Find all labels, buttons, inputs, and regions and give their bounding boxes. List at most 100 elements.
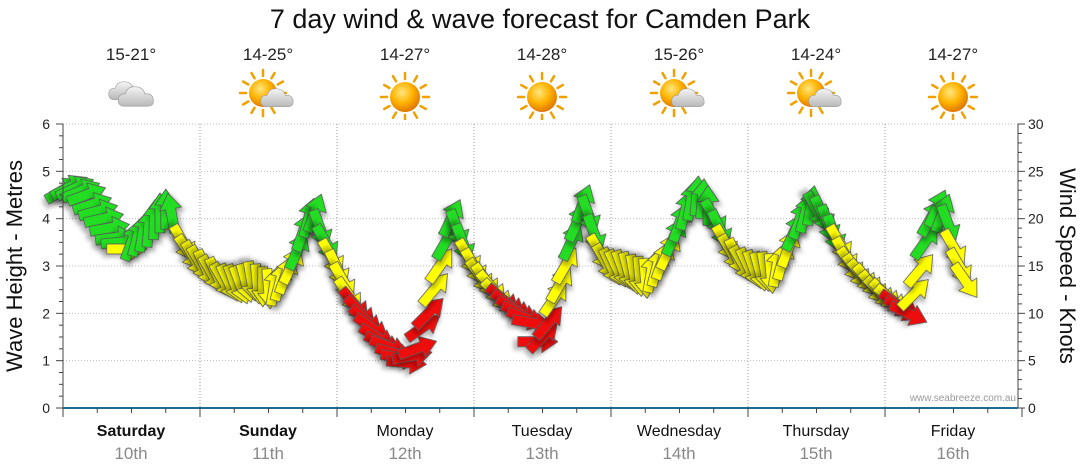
sun-cloud-icon: [238, 68, 294, 118]
wind-arrows: [43, 174, 978, 375]
sun-disc: [527, 82, 557, 112]
sun-ray: [556, 83, 565, 90]
sun-ray: [382, 83, 391, 90]
sun-ray: [250, 71, 256, 80]
temperature-range: 14-28°: [517, 45, 567, 64]
sun-ray: [818, 106, 824, 115]
wind-arrow: [888, 300, 928, 326]
sun-icon: [927, 71, 979, 120]
sun-ray: [391, 111, 398, 120]
sun-ray: [798, 71, 804, 80]
day-name-label: Friday: [931, 423, 975, 440]
day-date-label: 16th: [936, 444, 969, 463]
day-date-label: 11th: [252, 444, 284, 463]
right-tick-label: 20: [1028, 211, 1044, 227]
sun-icon: [516, 71, 568, 120]
left-tick-label: 0: [42, 400, 50, 416]
day-name-label: Monday: [377, 423, 434, 440]
chart-title: 7 day wind & wave forecast for Camden Pa…: [269, 4, 811, 34]
sun-ray: [661, 71, 667, 80]
sun-ray: [687, 80, 696, 86]
sun-cloud-icon: [786, 68, 842, 118]
cloud-puff: [808, 88, 842, 108]
sun-ray: [412, 74, 419, 83]
day-name-label: Sunday: [239, 423, 297, 440]
sun-disc: [390, 82, 420, 112]
cloud-puff: [117, 86, 154, 107]
sun-ray: [270, 106, 276, 115]
left-tick-label: 2: [42, 305, 50, 321]
sun-ray: [250, 106, 256, 115]
sun-disc: [938, 82, 968, 112]
sun-ray: [382, 104, 391, 111]
right-tick-label: 25: [1028, 163, 1044, 179]
right-tick-label: 15: [1028, 258, 1044, 274]
sun-shape: [379, 71, 431, 120]
sun-ray: [528, 111, 535, 120]
sun-ray: [519, 104, 528, 111]
temperature-range: 14-27°: [928, 45, 978, 64]
left-tick-label: 1: [42, 353, 50, 369]
left-tick-label: 6: [42, 116, 50, 132]
weather-row: 15-21° 14-25° 14-27° 14-28° 15-26° 14-24° 14-2…: [106, 45, 979, 120]
sun-ray: [681, 106, 687, 115]
sun-ray: [276, 80, 285, 86]
chart-axes: 0 1 2 3 4 5 6 0 5 10 15 20 25 30 Wave Height - Metres W…: [2, 116, 1080, 463]
cloud-shape: [117, 86, 154, 107]
sun-shape: [516, 71, 568, 120]
day-date-label: 14th: [662, 444, 695, 463]
temperature-range: 15-21°: [106, 45, 156, 64]
wind-arrow-shape: [902, 254, 934, 289]
wind-arrow-shape: [888, 300, 928, 326]
sun-ray: [270, 71, 276, 80]
sun-ray: [412, 111, 419, 120]
sun-ray: [419, 83, 428, 90]
left-axis-title: Wave Height - Metres: [2, 160, 27, 372]
wind-arrow-shape: [396, 335, 438, 360]
day-name-label: Wednesday: [637, 423, 721, 440]
day-date-label: 13th: [525, 444, 558, 463]
sun-ray: [549, 111, 556, 120]
sun-ray: [930, 104, 939, 111]
day-date-label: 10th: [114, 444, 147, 463]
sun-ray: [556, 104, 565, 111]
sun-ray: [939, 74, 946, 83]
wind-arrow: [902, 254, 934, 289]
cloud-puff: [671, 88, 705, 108]
sun-ray: [818, 71, 824, 80]
left-tick-label: 4: [42, 211, 50, 227]
cloud-shape: [671, 88, 705, 108]
sun-ray: [798, 106, 804, 115]
temperature-range: 14-24°: [791, 45, 841, 64]
sun-ray: [681, 71, 687, 80]
wind-arrow: [949, 261, 978, 298]
wind-arrow-shape: [949, 261, 978, 298]
cloud-icon: [108, 81, 154, 107]
sun-ray: [549, 74, 556, 83]
wind-arrow: [396, 335, 438, 360]
right-tick-label: 0: [1028, 400, 1036, 416]
temperature-range: 14-25°: [243, 45, 293, 64]
temperature-range: 15-26°: [654, 45, 704, 64]
sun-ray: [652, 80, 661, 86]
day-name-label: Thursday: [783, 423, 850, 440]
day-name-label: Saturday: [97, 423, 166, 440]
left-tick-label: 3: [42, 258, 50, 274]
sun-ray: [960, 74, 967, 83]
right-axis-title: Wind Speed - Knots: [1055, 168, 1080, 364]
left-tick-label: 5: [42, 163, 50, 179]
sun-shape: [927, 71, 979, 120]
sun-cloud-icon: [649, 68, 705, 118]
sun-ray: [967, 83, 976, 90]
sun-ray: [939, 111, 946, 120]
right-tick-label: 30: [1028, 116, 1044, 132]
sun-ray: [652, 100, 661, 106]
sun-ray: [960, 111, 967, 120]
sun-ray: [789, 80, 798, 86]
sun-ray: [930, 83, 939, 90]
sun-ray: [824, 80, 833, 86]
day-date-label: 15th: [799, 444, 832, 463]
sun-ray: [967, 104, 976, 111]
cloud-puff: [260, 88, 294, 108]
